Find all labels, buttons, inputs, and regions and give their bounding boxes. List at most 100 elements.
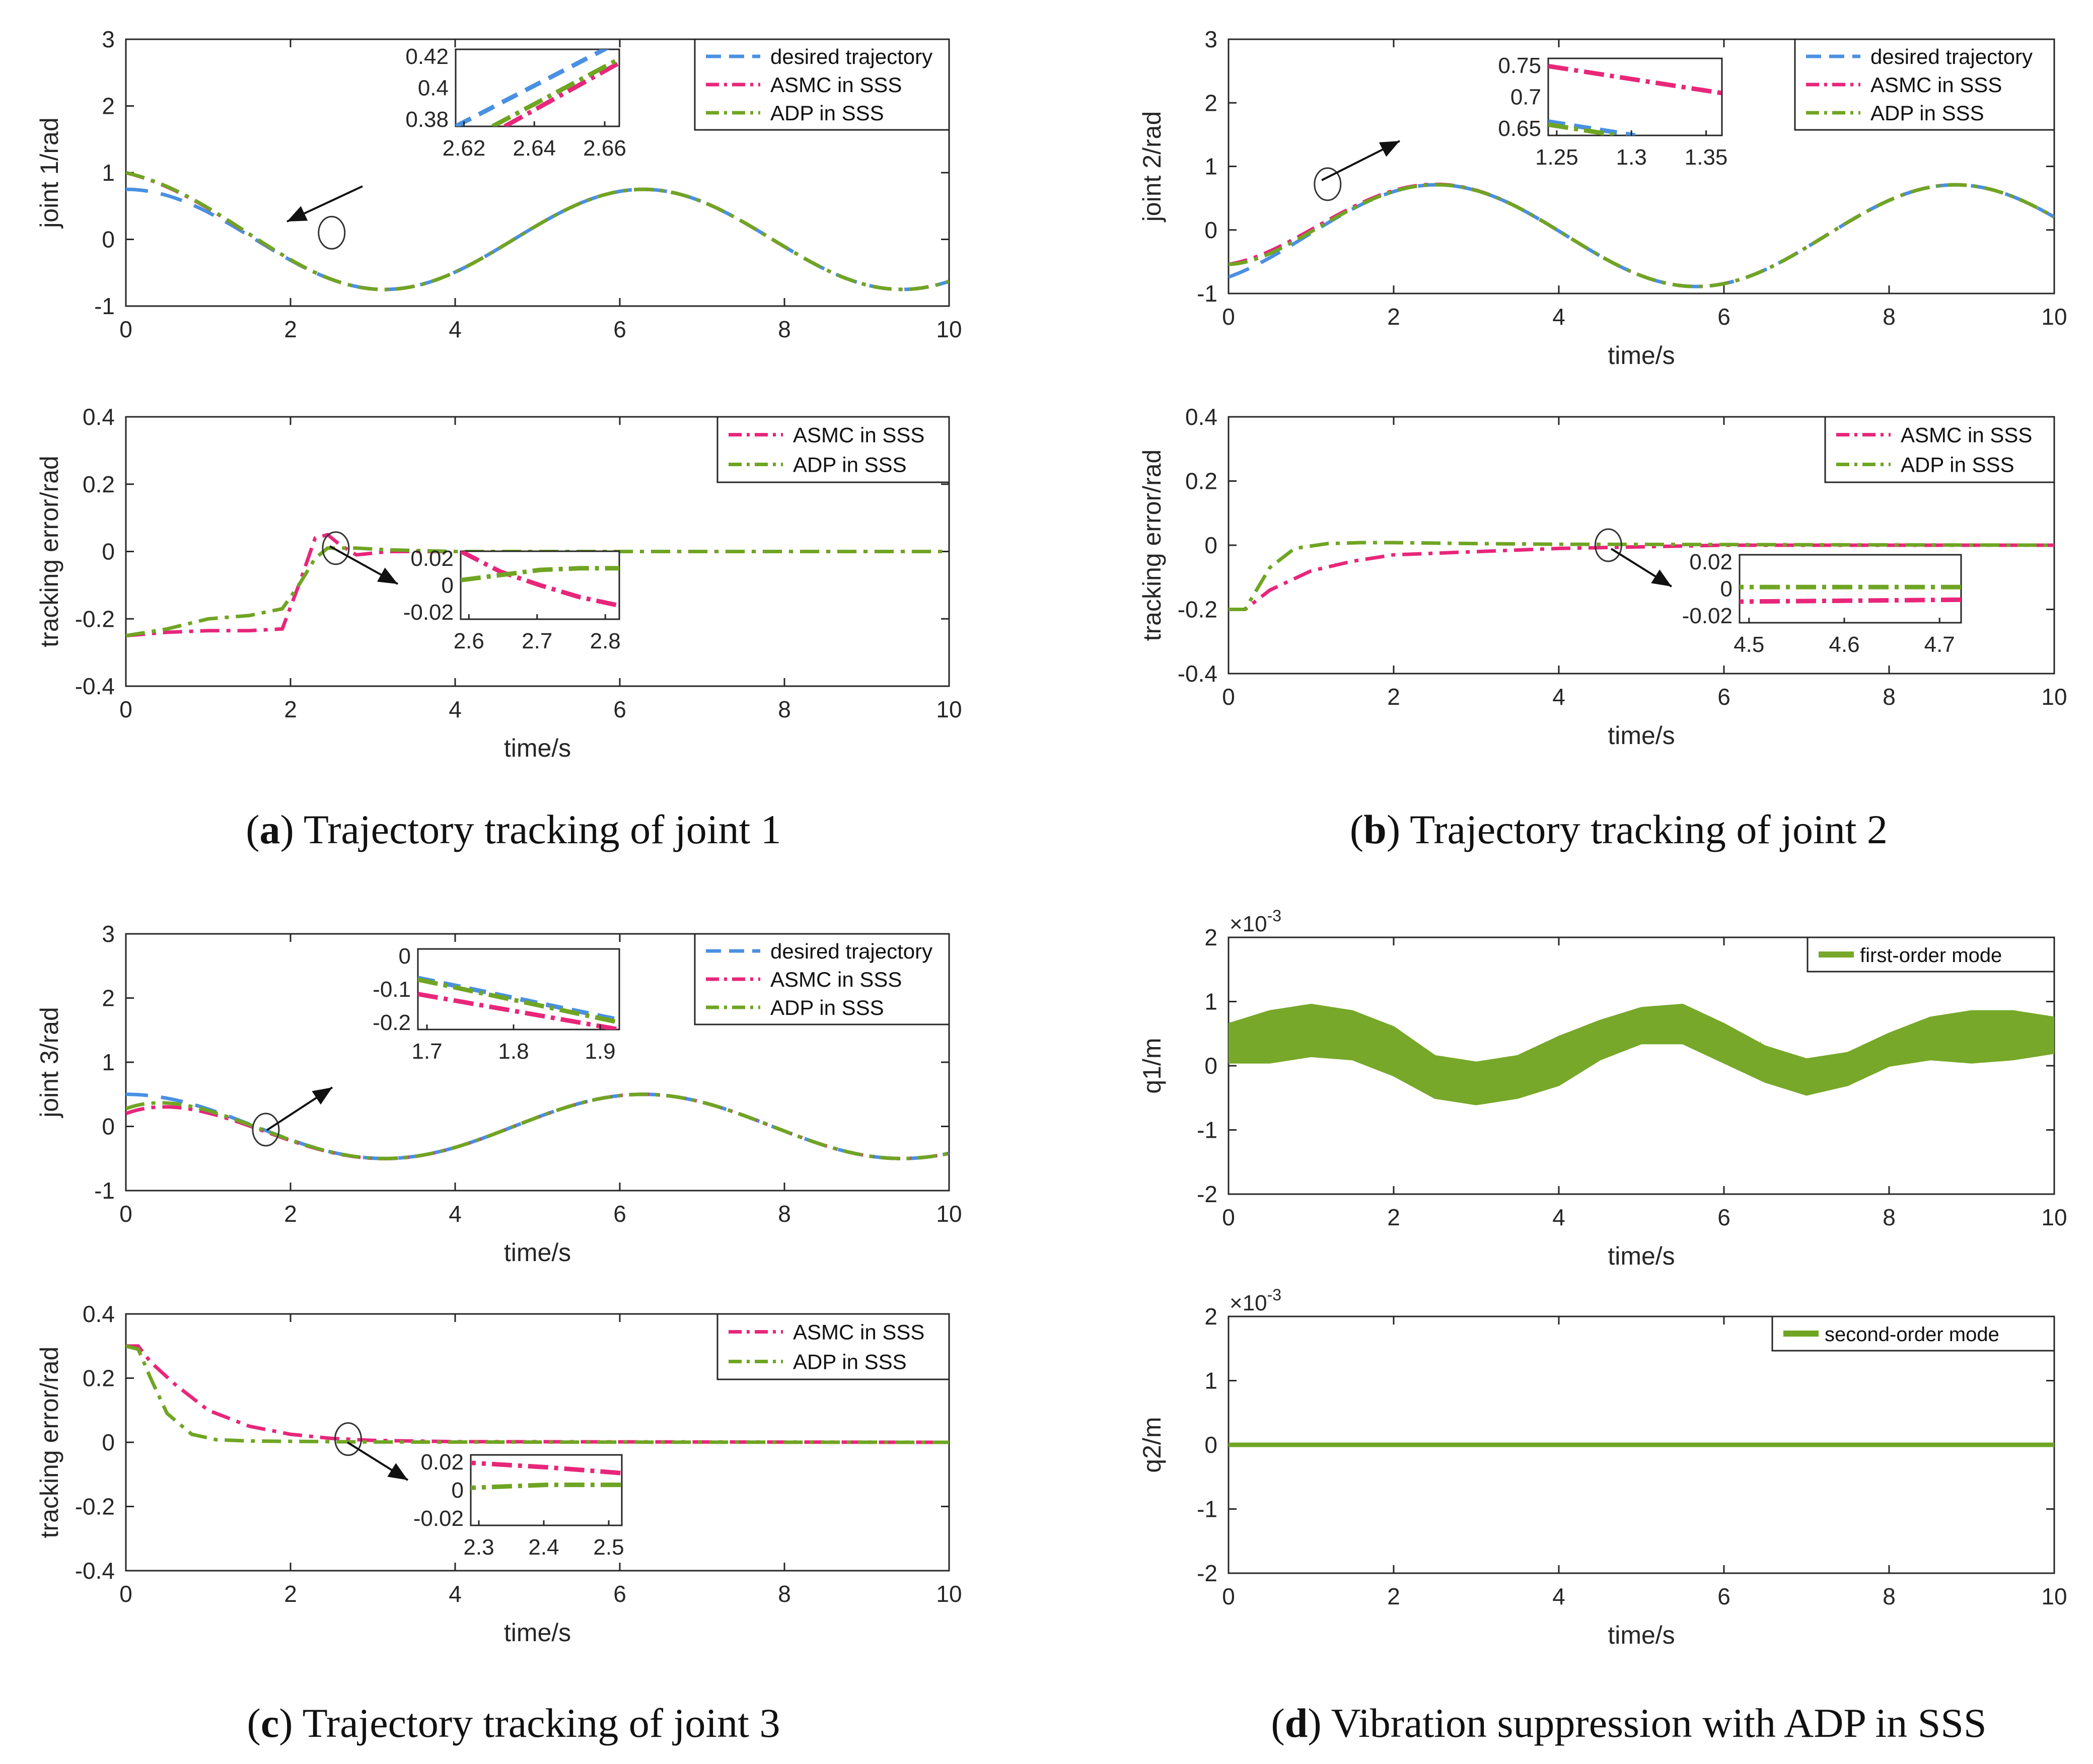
chart-c-top-inset-ytick: -0.2 — [373, 1010, 411, 1035]
chart-b-bot-ylabel: tracking error/rad — [1138, 450, 1166, 641]
chart-d-bot-yscale-exponent: -3 — [1267, 1286, 1281, 1304]
chart-c-top-inset-ytick: 0 — [399, 944, 411, 969]
caption-letter: c — [261, 1700, 279, 1746]
chart-a-bot-series-asmc — [126, 533, 949, 638]
chart-b-bot-inset-xtick: 4.5 — [1734, 632, 1764, 657]
chart-a-top-inset-line — [503, 60, 619, 126]
chart-c-top-inset-xtick: 1.8 — [498, 1039, 529, 1064]
chart-a-top-ytick-label: 0 — [102, 227, 115, 253]
chart-c-bot-legend-entry: ADP in SSS — [793, 1350, 907, 1374]
chart-d-top-xtick-label: 8 — [1883, 1204, 1896, 1230]
chart-a-top-inset-ytick: 0.42 — [405, 44, 449, 69]
chart-a-top-ytick-label: 3 — [102, 26, 115, 52]
caption-c: (c) Trajectory tracking of joint 3 — [247, 1700, 780, 1746]
chart-c-top-inset-xtick: 1.7 — [411, 1039, 442, 1064]
chart-c-bot-ytick-label: 0.4 — [83, 1301, 115, 1327]
chart-d-top: 0 2 4 6 8 10 -2 -1 0 1 2 time/s q1/m ×10-3 first-order… — [1138, 907, 2067, 1270]
chart-c-top-inset-line — [418, 992, 619, 1030]
chart-c-bot-xtick-label: 10 — [936, 1581, 962, 1607]
chart-d-bot-yscale-label: ×10-3 — [1230, 1286, 1281, 1315]
chart-d-bot-ytick-label: 2 — [1204, 1303, 1217, 1330]
chart-a-top-zoom-arrow-head — [287, 206, 308, 222]
chart-c-top-ytick-label: 0 — [102, 1114, 115, 1140]
chart-a-top-legend-entry: ASMC in SSS — [770, 73, 902, 97]
chart-b-bot-zoom-arrow-head — [1651, 569, 1672, 586]
chart-d-bot-xtick-label: 2 — [1387, 1583, 1400, 1609]
chart-c-top-ytick-label: -1 — [94, 1178, 115, 1204]
chart-c-bot-ytick-label: -0.4 — [75, 1558, 115, 1584]
caption-open-paren: ( — [246, 806, 259, 852]
chart-c-bot-xtick-label: 8 — [778, 1581, 791, 1607]
chart-d-top-yscale-label: ×10-3 — [1230, 907, 1281, 936]
chart-d-top-ytick-label: 0 — [1204, 1053, 1217, 1079]
chart-b-top-inset-line — [1548, 122, 1618, 135]
chart-b-bot-xtick-label: 8 — [1883, 684, 1896, 710]
chart-c-bot-ytick-label: 0.2 — [83, 1365, 115, 1391]
chart-c-top-xlabel: time/s — [504, 1238, 571, 1267]
chart-c-top-inset-line — [418, 976, 619, 1022]
chart-a-bot-xlabel: time/s — [504, 734, 571, 762]
chart-b-bot-ytick-label: 0.2 — [1185, 468, 1217, 494]
chart-a-bot-xtick-label: 8 — [778, 696, 791, 722]
chart-a-top-inset-xtick: 2.64 — [513, 136, 556, 161]
caption-letter: b — [1363, 806, 1387, 852]
chart-a-bot-inset-line — [461, 551, 619, 608]
chart-a-top-ylabel: joint 1/rad — [35, 117, 63, 229]
chart-a-bot-legend-box — [716, 416, 950, 483]
chart-a-top-inset-ytick: 0.38 — [405, 107, 449, 132]
chart-b-bot-inset-line — [1740, 597, 1961, 604]
chart-c-bot-legend-box — [716, 1313, 950, 1380]
chart-a-bot-zoom-arrow-head — [377, 567, 398, 584]
chart-a-bot-inset-ytick: 0 — [442, 573, 454, 598]
chart-a-top-xtick-label: 8 — [778, 316, 791, 342]
chart-d-top-xtick-label: 6 — [1717, 1204, 1730, 1230]
chart-c-bot-inset-xtick: 2.4 — [528, 1535, 559, 1560]
chart-a-bot-xtick-label: 0 — [119, 696, 132, 722]
chart-a-bot-ytick-label: 0 — [102, 539, 115, 565]
chart-c-top-inset-ytick: -0.1 — [373, 977, 411, 1002]
chart-a-bot-series-adp — [126, 546, 949, 638]
chart-b-top-xtick-label: 4 — [1552, 304, 1565, 330]
chart-b-bot-legend-entry: ADP in SSS — [1901, 453, 2014, 477]
chart-b-top-inset-ytick: 0.7 — [1510, 85, 1541, 110]
chart-b-top-inset-ytick: 0.75 — [1498, 53, 1541, 78]
chart-d-bot-ytick-label: -1 — [1197, 1496, 1217, 1522]
caption-d: (d) Vibration suppression with ADP in SS… — [1271, 1700, 1986, 1746]
chart-c-bot-inset-line — [471, 1483, 622, 1490]
chart-c-top-inset-xtick: 1.9 — [585, 1039, 615, 1064]
chart-d-bot-ytick-label: 1 — [1204, 1368, 1217, 1394]
chart-c-bot-zoom-arrow-head — [387, 1463, 408, 1480]
chart-c-top-inset-frame — [417, 948, 620, 1031]
chart-d-top-xtick-label: 4 — [1552, 1204, 1565, 1230]
chart-d-bot-xtick-label: 10 — [2041, 1583, 2067, 1609]
chart-b-top-inset-ytick: 0.65 — [1498, 116, 1541, 141]
chart-b-top-inset-xtick: 1.3 — [1616, 145, 1647, 170]
chart-a-bot-inset-xtick: 2.6 — [454, 629, 484, 653]
chart-b-top-inset-line — [1548, 63, 1722, 96]
chart-b-bot-ytick-label: 0 — [1204, 532, 1217, 558]
chart-a-bot-xtick-label: 10 — [936, 696, 962, 722]
chart-b-top-xtick-label: 2 — [1387, 304, 1400, 330]
chart-b-top-inset-xtick: 1.25 — [1535, 145, 1578, 170]
chart-a-bot-legend-entry: ADP in SSS — [793, 453, 907, 477]
chart-a-bot-inset-line — [461, 566, 619, 582]
chart-a-bot-ytick-label: -0.2 — [75, 606, 115, 632]
chart-b-bot-inset-ytick: -0.02 — [1682, 604, 1733, 628]
chart-a-top-xtick-label: 10 — [936, 316, 962, 342]
caption-text: ) Trajectory tracking of joint 1 — [280, 806, 781, 852]
chart-c-top-legend-entry: ASMC in SSS — [770, 968, 902, 991]
chart-c-bot-xtick-label: 2 — [284, 1581, 297, 1607]
caption-open-paren: ( — [247, 1700, 261, 1746]
chart-c-bot: 0 2 4 6 8 10 -0.4 -0.2 0 0.2 0.4 time/s tracking err… — [35, 1301, 962, 1647]
chart-a-top-legend-entry: ADP in SSS — [770, 101, 884, 125]
chart-a-top-ytick-label: 1 — [102, 160, 115, 186]
chart-a-bot-inset-ytick: 0.02 — [410, 546, 454, 571]
chart-d-top-xtick-label: 2 — [1387, 1204, 1400, 1230]
chart-b-bot-series-asmc — [1229, 543, 2054, 611]
chart-b-top-ytick-label: 1 — [1204, 154, 1217, 180]
chart-a-bot-inset-ytick: -0.02 — [403, 600, 454, 625]
chart-b-top-zoom-marker — [1314, 167, 1342, 201]
chart-a-bot: 0 2 4 6 8 10 -0.4 -0.2 0 0.2 0.4 time/s tracking err… — [35, 404, 962, 762]
